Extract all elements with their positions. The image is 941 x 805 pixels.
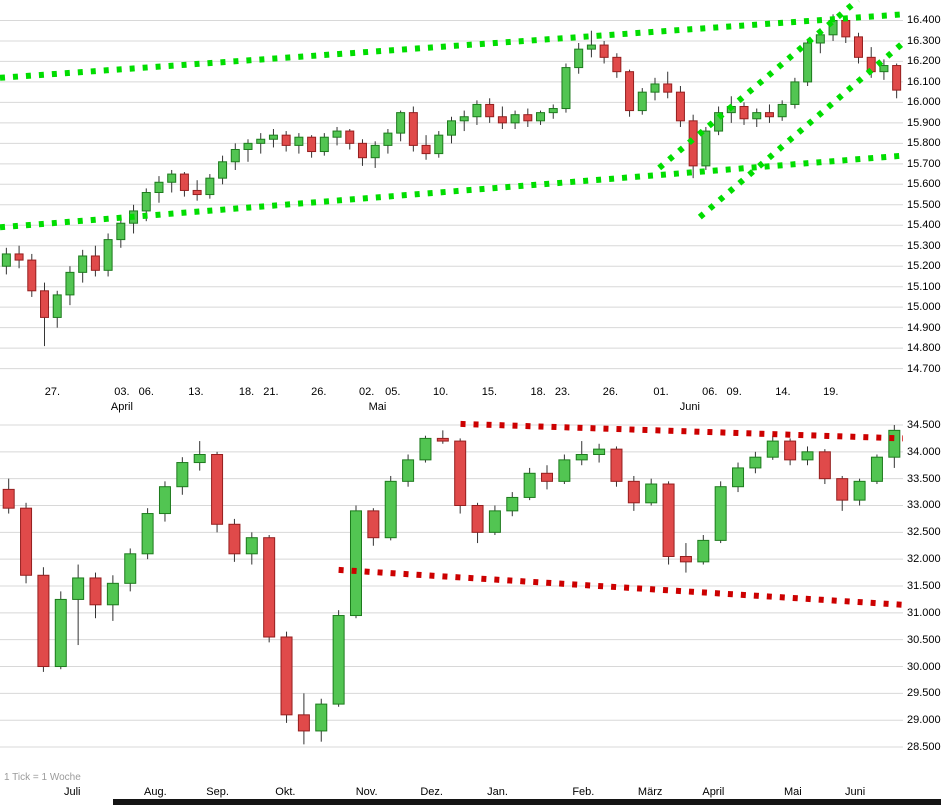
x-day-label: 21. <box>263 386 279 398</box>
y-tick-label: 15.200 <box>907 260 941 273</box>
y-tick-label: 33.000 <box>907 499 941 512</box>
x-month-label: Mai <box>368 401 387 413</box>
y-tick-label: 15.500 <box>907 198 941 211</box>
y-tick-label: 29.500 <box>907 687 941 700</box>
x-day-label: 19. <box>823 386 839 398</box>
x-day-label: 01. <box>653 386 669 398</box>
x-month-label: Dez. <box>420 786 443 798</box>
x-day-label: 26. <box>311 386 327 398</box>
daily-x-axis-months: April Mai Juni <box>0 401 903 414</box>
daily-y-axis: 16.400 16.300 16.200 16.100 16.000 15.900 15.8… <box>905 0 941 418</box>
y-tick-label: 30.000 <box>907 660 941 673</box>
y-tick-label: 16.100 <box>907 75 941 88</box>
y-tick-label: 16.400 <box>907 14 941 27</box>
y-tick-label: 30.500 <box>907 633 941 646</box>
daily-x-axis-days: 27. 03. 06. 13. 18. 21. 26. 02. 05. 10. 15. 18. 23. 2… <box>0 386 903 399</box>
daily-chart: 16.400 16.300 16.200 16.100 16.000 15.900 15.8… <box>0 0 941 418</box>
y-tick-label: 28.500 <box>907 741 941 754</box>
y-tick-label: 34.000 <box>907 445 941 458</box>
y-tick-label: 15.700 <box>907 157 941 170</box>
y-tick-label: 16.300 <box>907 34 941 47</box>
y-tick-label: 15.800 <box>907 137 941 150</box>
y-tick-label: 34.500 <box>907 418 941 431</box>
x-month-label: April <box>702 786 725 798</box>
y-tick-label: 32.500 <box>907 526 941 539</box>
daily-chart-plot <box>0 0 903 385</box>
x-day-label: 23. <box>554 386 571 398</box>
x-day-label: 13. <box>188 386 204 398</box>
x-day-label: 06. <box>138 386 154 398</box>
x-day-label: 05. <box>385 386 401 398</box>
tick-scale-note: 1 Tick = 1 Woche <box>4 772 81 783</box>
y-tick-label: 15.300 <box>907 239 941 252</box>
x-day-label: 15. <box>481 386 498 398</box>
x-day-label: 27. <box>44 386 61 398</box>
y-tick-label: 15.100 <box>907 280 941 293</box>
y-tick-label: 31.000 <box>907 606 941 619</box>
weekly-x-axis-months: Juli Aug. Sep. Okt. Nov. Dez. Jan. Feb. März Apri… <box>0 786 903 799</box>
y-tick-label: 14.800 <box>907 342 941 355</box>
x-day-label: 06. <box>702 386 718 398</box>
x-month-label: Nov. <box>355 786 378 798</box>
x-day-label: 09. <box>726 386 742 398</box>
x-month-label: Okt. <box>275 786 296 798</box>
x-month-label: Juni <box>845 786 866 798</box>
x-month-label: Juli <box>63 786 81 798</box>
x-day-label: 18. <box>530 386 546 398</box>
x-month-label: April <box>110 401 133 413</box>
x-month-label: Mai <box>783 786 802 798</box>
y-tick-label: 16.200 <box>907 55 941 68</box>
x-day-label: 03. <box>114 386 130 398</box>
window-bottom-edge <box>113 799 941 805</box>
y-tick-label: 15.000 <box>907 301 941 314</box>
x-day-label: 14. <box>775 386 791 398</box>
y-tick-label: 15.900 <box>907 116 941 129</box>
y-tick-label: 32.000 <box>907 553 941 566</box>
x-month-label: Aug. <box>143 786 167 798</box>
y-tick-label: 14.700 <box>907 362 941 375</box>
weekly-chart: 34.500 34.000 33.500 33.000 32.500 32.000 31.5… <box>0 418 941 799</box>
x-month-label: Juni <box>679 401 700 413</box>
y-tick-label: 16.000 <box>907 96 941 109</box>
weekly-y-axis: 34.500 34.000 33.500 33.000 32.500 32.000 31.5… <box>905 418 941 799</box>
y-tick-label: 33.500 <box>907 472 941 485</box>
y-tick-label: 14.900 <box>907 321 941 334</box>
x-day-label: 10. <box>433 386 449 398</box>
x-day-label: 26. <box>602 386 619 398</box>
x-month-label: März <box>637 786 663 798</box>
x-month-label: Feb. <box>572 786 595 798</box>
y-tick-label: 29.000 <box>907 714 941 727</box>
x-month-label: Sep. <box>206 786 229 798</box>
x-month-label: Jan. <box>487 786 508 798</box>
y-tick-label: 15.600 <box>907 178 941 191</box>
x-day-label: 02. <box>358 386 375 398</box>
weekly-chart-plot <box>0 418 903 772</box>
x-day-label: 18. <box>238 386 255 398</box>
y-tick-label: 15.400 <box>907 219 941 232</box>
y-tick-label: 31.500 <box>907 580 941 592</box>
